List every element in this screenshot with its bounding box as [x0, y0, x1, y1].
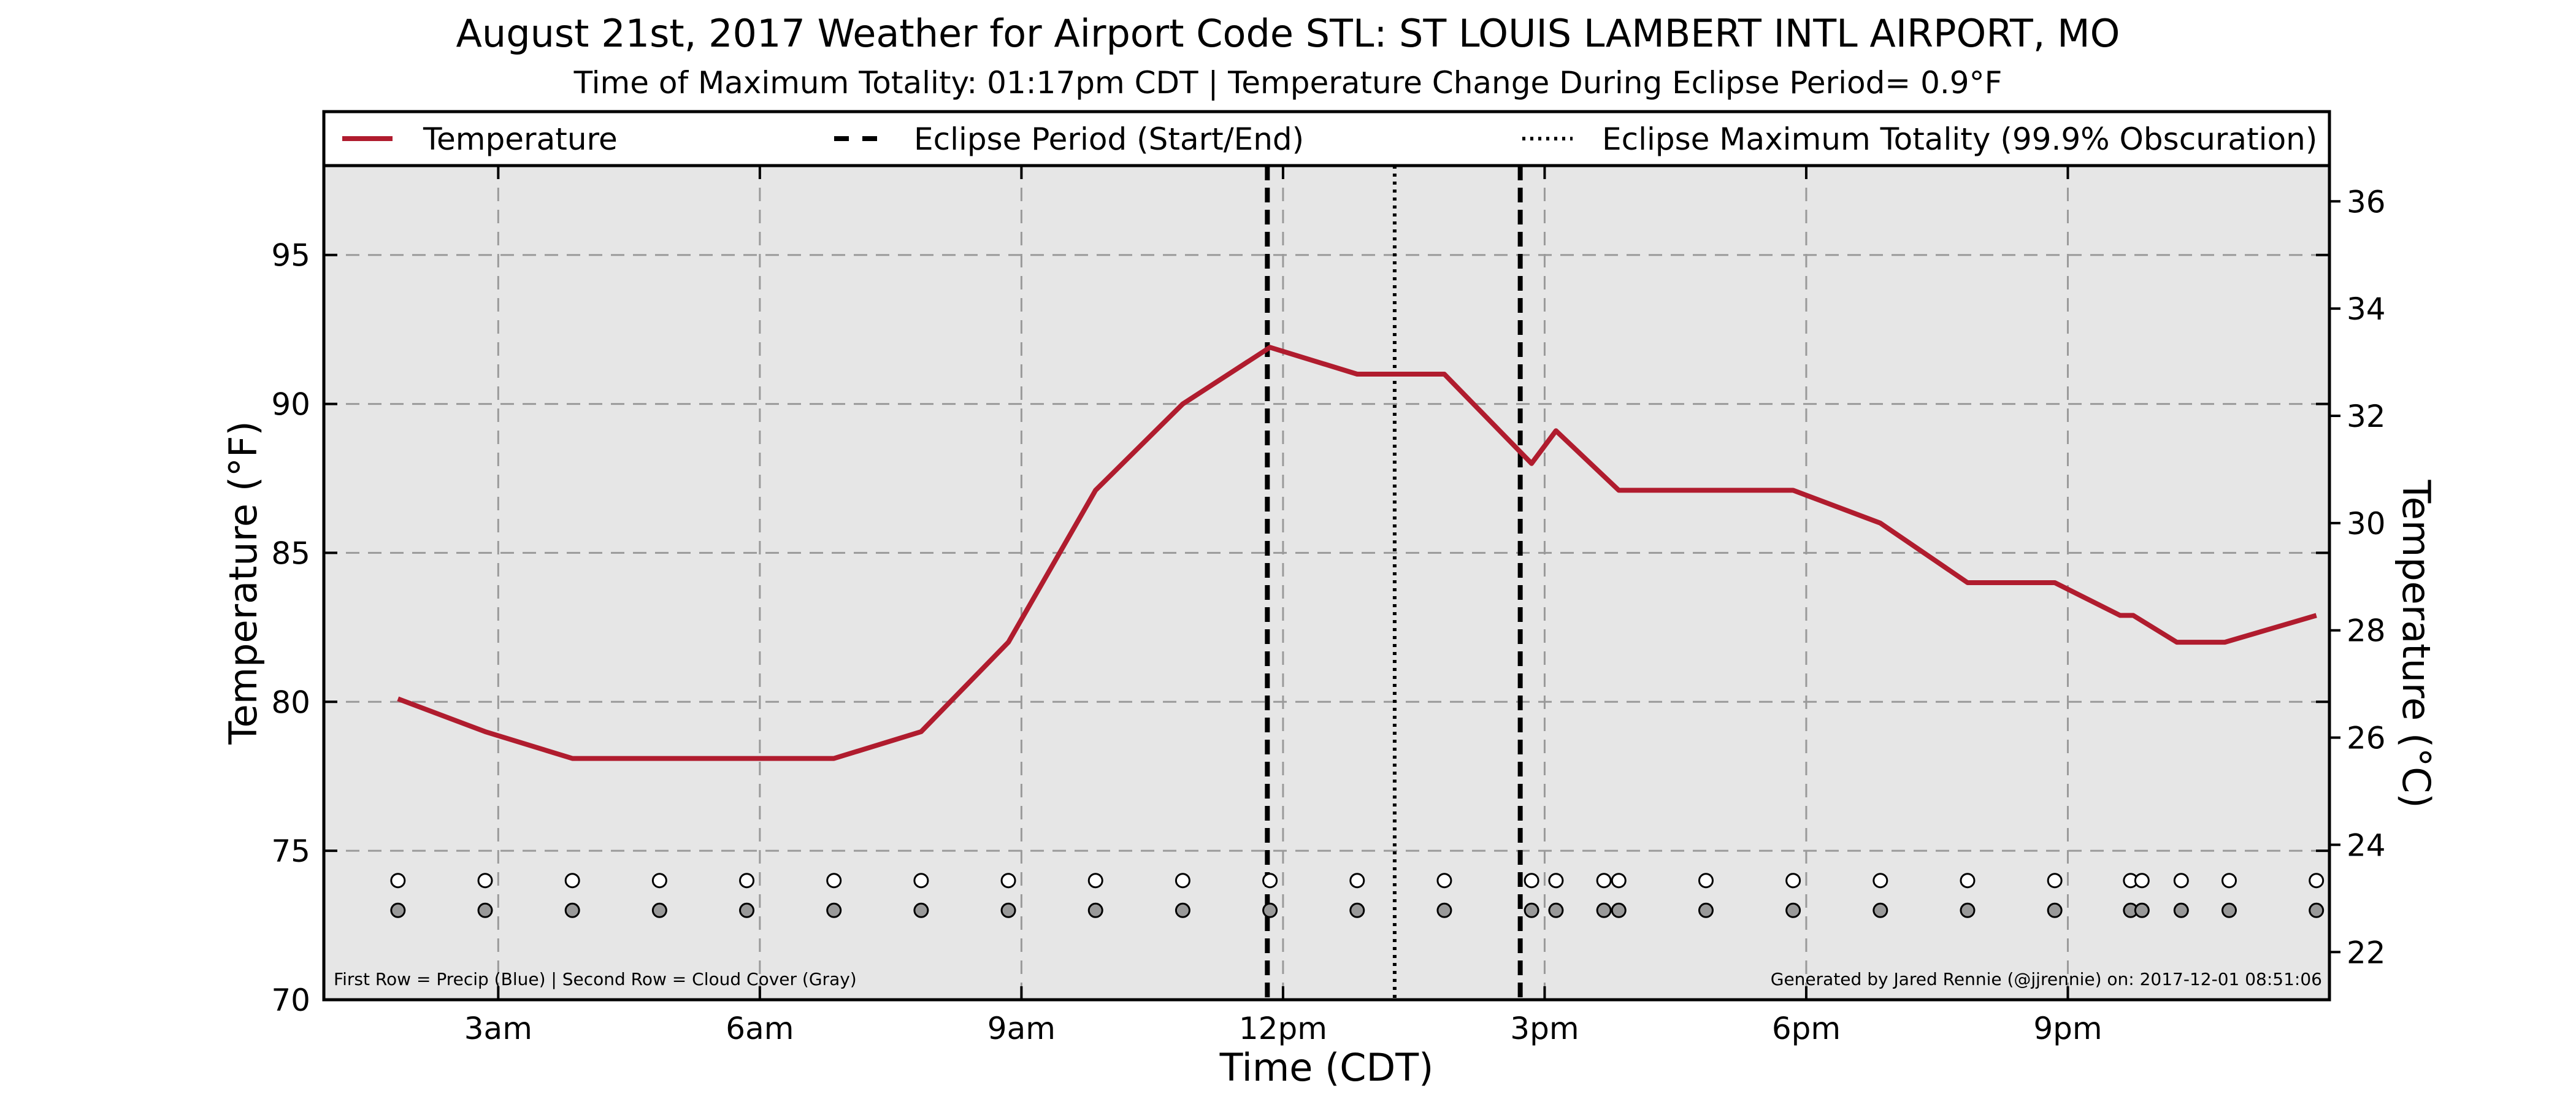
precip-marker — [564, 873, 580, 889]
chart-title: August 21st, 2017 Weather for Airport Co… — [456, 11, 2120, 56]
precip-marker — [2134, 873, 2150, 889]
precip-marker — [1873, 873, 1888, 889]
x-tick-label: 3am — [464, 1011, 532, 1046]
cloud-marker — [651, 902, 667, 918]
cloud-marker — [1087, 902, 1103, 918]
precip-marker — [1087, 873, 1103, 889]
legend-box — [322, 110, 2331, 167]
precip-marker — [1611, 873, 1627, 889]
precip-marker — [913, 873, 929, 889]
legend: Temperature Eclipse Period (Start/End) Ecl… — [322, 110, 2331, 167]
precip-marker — [1548, 873, 1564, 889]
cloud-marker — [1175, 902, 1190, 918]
precip-marker — [2221, 873, 2237, 889]
cloud-marker — [1262, 902, 1278, 918]
precip-marker — [1698, 873, 1714, 889]
precip-marker — [1596, 873, 1612, 889]
precip-marker — [1436, 873, 1452, 889]
y-tick-label-right: 30 — [2347, 506, 2386, 542]
cloud-marker — [1960, 902, 1976, 918]
cloud-marker — [2173, 902, 2189, 918]
cloud-marker — [1698, 902, 1714, 918]
cloud-marker — [2221, 902, 2237, 918]
footnote-left: First Row = Precip (Blue) | Second Row =… — [334, 969, 857, 989]
cloud-marker — [2309, 902, 2325, 918]
y-tick-label-left: 90 — [271, 387, 310, 423]
grid-lines — [324, 166, 2329, 1000]
legend-label: Eclipse Period (Start/End) — [914, 121, 1304, 157]
precip-marker — [651, 873, 667, 889]
cloud-marker — [1611, 902, 1627, 918]
precip-marker — [1000, 873, 1016, 889]
precip-marker — [477, 873, 493, 889]
x-tick-label: 3pm — [1510, 1011, 1579, 1046]
x-tick-label: 6am — [726, 1011, 794, 1046]
cloud-marker — [826, 902, 842, 918]
precip-marker — [1262, 873, 1278, 889]
series-layer — [397, 345, 2317, 761]
precip-marker — [1175, 873, 1190, 889]
eclipse-markers — [1265, 166, 1523, 1000]
cloud-marker — [1873, 902, 1888, 918]
y-axis-left: 70 75 80 85 90 95 — [271, 238, 2329, 1018]
y-tick-label-right: 22 — [2347, 935, 2386, 970]
cloud-marker — [1524, 902, 1539, 918]
y-tick-label-right: 36 — [2347, 184, 2386, 220]
x-axis: 3am 6am 9am 12pm 3pm 6pm 9pm — [464, 166, 2103, 1046]
y-tick-label-right: 34 — [2347, 291, 2386, 327]
cloud-marker — [2134, 902, 2150, 918]
y-axis-label-right: Temperature (°C) — [2394, 479, 2439, 808]
y-tick-label-right: 32 — [2347, 399, 2386, 434]
cloud-marker — [2047, 902, 2063, 918]
cloud-marker — [390, 902, 406, 918]
precip-marker — [1349, 873, 1365, 889]
y-tick-label-right: 28 — [2347, 613, 2386, 649]
x-tick-label: 9am — [987, 1011, 1056, 1046]
cloud-marker — [1349, 902, 1365, 918]
precip-marker — [1785, 873, 1801, 889]
precip-marker — [739, 873, 755, 889]
cloud-marker — [1548, 902, 1564, 918]
marker-rows — [390, 873, 2325, 918]
precip-marker — [1960, 873, 1976, 889]
x-tick-label: 9pm — [2033, 1011, 2102, 1046]
cloud-marker — [1436, 902, 1452, 918]
precip-marker — [826, 873, 842, 889]
series-line-temperature — [397, 345, 2317, 761]
x-tick-label: 12pm — [1239, 1011, 1327, 1046]
y-axis-label-left: Temperature (°F) — [221, 421, 266, 745]
y-tick-label-left: 70 — [271, 983, 310, 1018]
cloud-marker — [1000, 902, 1016, 918]
cloud-marker — [739, 902, 755, 918]
precip-marker — [2173, 873, 2189, 889]
legend-label: Eclipse Maximum Totality (99.9% Obscurat… — [1602, 121, 2317, 157]
chart-subtitle: Time of Maximum Totality: 01:17pm CDT | … — [573, 65, 2003, 101]
y-tick-label-right: 24 — [2347, 827, 2386, 863]
cloud-marker — [913, 902, 929, 918]
cloud-marker — [1785, 902, 1801, 918]
cloud-marker — [564, 902, 580, 918]
footnote-right: Generated by Jared Rennie (@jjrennie) on… — [1771, 969, 2322, 989]
legend-label: Temperature — [423, 121, 618, 157]
y-axis-right: 22 24 26 28 30 32 34 36 — [2329, 184, 2386, 970]
y-tick-label-left: 95 — [271, 238, 310, 274]
y-tick-label-left: 75 — [271, 834, 310, 869]
y-tick-label-left: 85 — [271, 535, 310, 571]
cloud-marker — [1596, 902, 1612, 918]
y-tick-label-right: 26 — [2347, 721, 2386, 756]
y-tick-label-left: 80 — [271, 684, 310, 720]
precip-marker — [390, 873, 406, 889]
precip-marker — [2309, 873, 2325, 889]
x-tick-label: 6pm — [1772, 1011, 1841, 1046]
precip-marker — [1524, 873, 1539, 889]
cloud-marker — [477, 902, 493, 918]
precip-marker — [2047, 873, 2063, 889]
x-axis-label: Time (CDT) — [1219, 1045, 1434, 1090]
